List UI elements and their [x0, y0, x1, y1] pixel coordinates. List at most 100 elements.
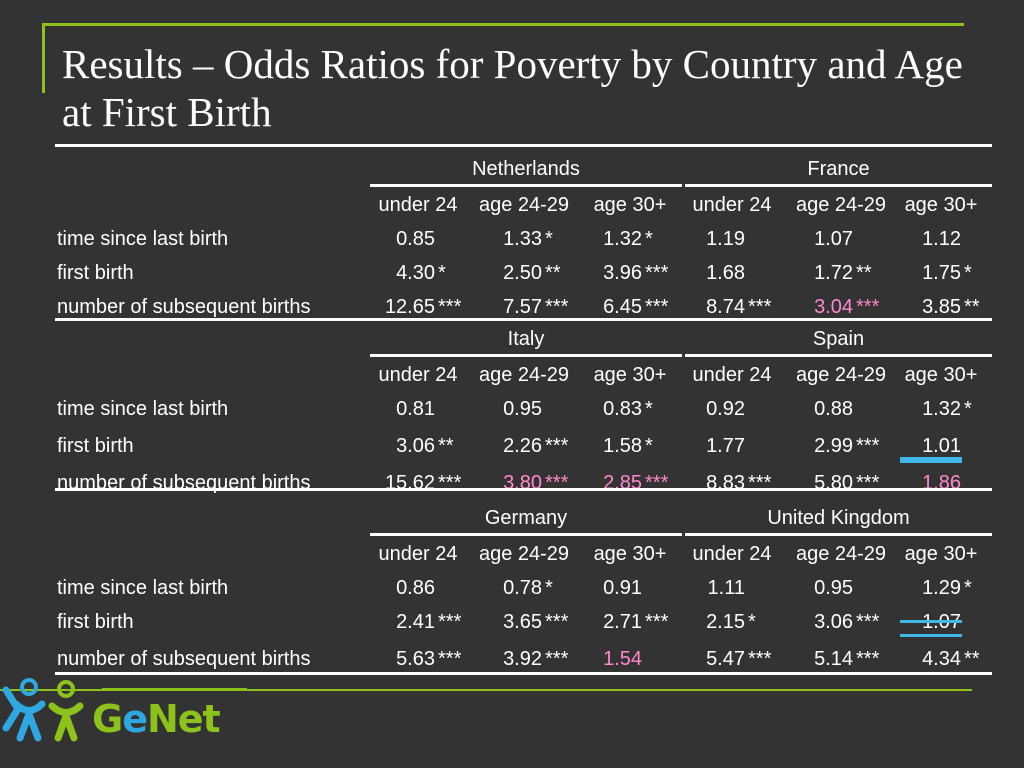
country-header-rule	[370, 184, 682, 187]
odds-ratio-value: 2.71	[603, 611, 642, 633]
cell-underline	[900, 460, 962, 463]
significance-mark: *	[645, 228, 653, 250]
cell-underline	[900, 620, 962, 623]
significance-mark: **	[964, 648, 980, 670]
age-header: age 30+	[593, 364, 667, 386]
odds-ratio-value: 1.86	[922, 472, 961, 494]
significance-mark: **	[856, 262, 872, 284]
accent-line-left	[42, 23, 45, 93]
odds-ratio-value: 2.50	[503, 262, 542, 284]
odds-ratio-value: 1.01	[922, 435, 961, 457]
odds-ratio-value: 0.86	[396, 577, 435, 599]
odds-ratio-value: 4.30	[396, 262, 435, 284]
odds-ratio-value: 1.32	[603, 228, 642, 250]
country-header-row: Germany United Kingdom	[55, 496, 992, 536]
significance-mark: *	[964, 262, 972, 284]
significance-mark: ***	[545, 611, 569, 633]
odds-ratio-value: 1.29	[922, 577, 961, 599]
odds-ratio-value: 1.77	[706, 435, 745, 457]
age-header: age 24-29	[478, 364, 570, 386]
age-header: under 24	[378, 364, 458, 386]
odds-ratio-value: 8.74	[706, 296, 745, 318]
odds-ratio-value: 7.57	[503, 296, 542, 318]
accent-line-top	[42, 23, 964, 26]
odds-ratio-value: 0.78	[503, 577, 542, 599]
row-label: time since last birth	[57, 228, 229, 250]
logo-letter-g: G	[92, 697, 123, 741]
odds-ratio-value: 3.06	[396, 435, 435, 457]
country-header-row: Netherlands France	[55, 147, 992, 187]
age-header: age 30+	[904, 543, 978, 565]
age-header: age 24-29	[795, 194, 887, 216]
significance-mark: *	[748, 611, 756, 633]
significance-mark: *	[438, 262, 446, 284]
age-header: under 24	[378, 543, 458, 565]
odds-ratio-value: 3.65	[503, 611, 542, 633]
country-header: United Kingdom	[767, 507, 910, 529]
significance-mark: *	[964, 577, 972, 599]
country-header-rule	[685, 354, 992, 357]
significance-mark: ***	[748, 296, 772, 318]
age-header-row: under 24 age 24-29 age 30+ under 24 age 24-2…	[55, 190, 992, 220]
row-label: first birth	[57, 611, 134, 633]
age-header: age 24-29	[478, 194, 570, 216]
odds-ratio-value: 1.33	[503, 228, 542, 250]
significance-mark: ***	[645, 262, 669, 284]
odds-ratio-value: 3.96	[603, 262, 642, 284]
table-row: time since last birth 0.85 1.33 * 1.32 * 1.19 1…	[55, 224, 992, 254]
significance-mark: ***	[545, 648, 569, 670]
odds-ratio-value: 6.45	[603, 296, 642, 318]
significance-mark: ***	[748, 648, 772, 670]
country-block: Italy Spain under 24 age 24-29 age 30+ under …	[55, 317, 992, 499]
significance-mark: ***	[438, 648, 462, 670]
odds-ratio-value: 3.06	[814, 611, 853, 633]
significance-mark: ***	[856, 611, 880, 633]
odds-ratio-value: 15.62	[384, 472, 435, 494]
odds-ratio-value: 1.54	[603, 648, 642, 670]
odds-ratio-value: 1.68	[706, 262, 745, 284]
country-header-rule	[370, 533, 682, 536]
age-header: under 24	[692, 543, 772, 565]
significance-mark: **	[438, 435, 454, 457]
significance-mark: **	[964, 296, 980, 318]
country-header: Italy	[507, 328, 545, 350]
odds-ratio-value: 1.75	[922, 262, 961, 284]
table-row: number of subsequent births 12.65 *** 7.57 *…	[55, 292, 992, 322]
table-row: first birth 3.06 ** 2.26 *** 1.58 * 1.77 2.99 ***…	[55, 431, 992, 461]
age-header: age 24-29	[795, 543, 887, 565]
odds-ratio-value: 1.12	[922, 228, 961, 250]
odds-ratio-value: 3.85	[922, 296, 961, 318]
odds-ratio-value: 2.85	[603, 472, 642, 494]
age-header-row: under 24 age 24-29 age 30+ under 24 age 24-2…	[55, 360, 992, 390]
significance-mark: ***	[545, 296, 569, 318]
genet-people-icon	[2, 678, 247, 742]
odds-ratio-value: 0.95	[814, 577, 853, 599]
significance-mark: ***	[856, 472, 880, 494]
footer-accent-line	[0, 689, 972, 691]
significance-mark: **	[545, 262, 561, 284]
significance-mark: ***	[645, 611, 669, 633]
odds-ratio-value: 4.34	[922, 648, 961, 670]
country-header: Spain	[812, 328, 865, 350]
odds-ratio-value: 12.65	[384, 296, 435, 318]
table-row: number of subsequent births 5.63 *** 3.92 **…	[55, 644, 992, 674]
table-row: time since last birth 0.86 0.78 * 0.91 1.11 0.…	[55, 573, 992, 603]
odds-ratio-value: 5.47	[706, 648, 745, 670]
odds-ratio-value: 0.91	[603, 577, 642, 599]
significance-mark: *	[645, 398, 653, 420]
odds-ratio-value: 1.11	[707, 577, 745, 599]
odds-ratio-value: 0.85	[396, 228, 435, 250]
country-header: Germany	[484, 507, 568, 529]
cell-underline	[900, 457, 962, 460]
odds-ratio-value: 3.80	[503, 472, 542, 494]
significance-mark: ***	[645, 296, 669, 318]
table-row: time since last birth 0.81 0.95 0.83 * 0.92 0.…	[55, 394, 992, 424]
odds-ratio-value: 3.92	[503, 648, 542, 670]
table-row: first birth 4.30 * 2.50 ** 3.96 *** 1.68 1.72 ** 1…	[55, 258, 992, 288]
significance-mark: ***	[748, 472, 772, 494]
odds-ratio-value: 2.41	[396, 611, 435, 633]
logo-letter-e: e	[122, 697, 148, 741]
odds-ratio-value: 3.04	[814, 296, 853, 318]
significance-mark: *	[645, 435, 653, 457]
significance-mark: ***	[438, 472, 462, 494]
